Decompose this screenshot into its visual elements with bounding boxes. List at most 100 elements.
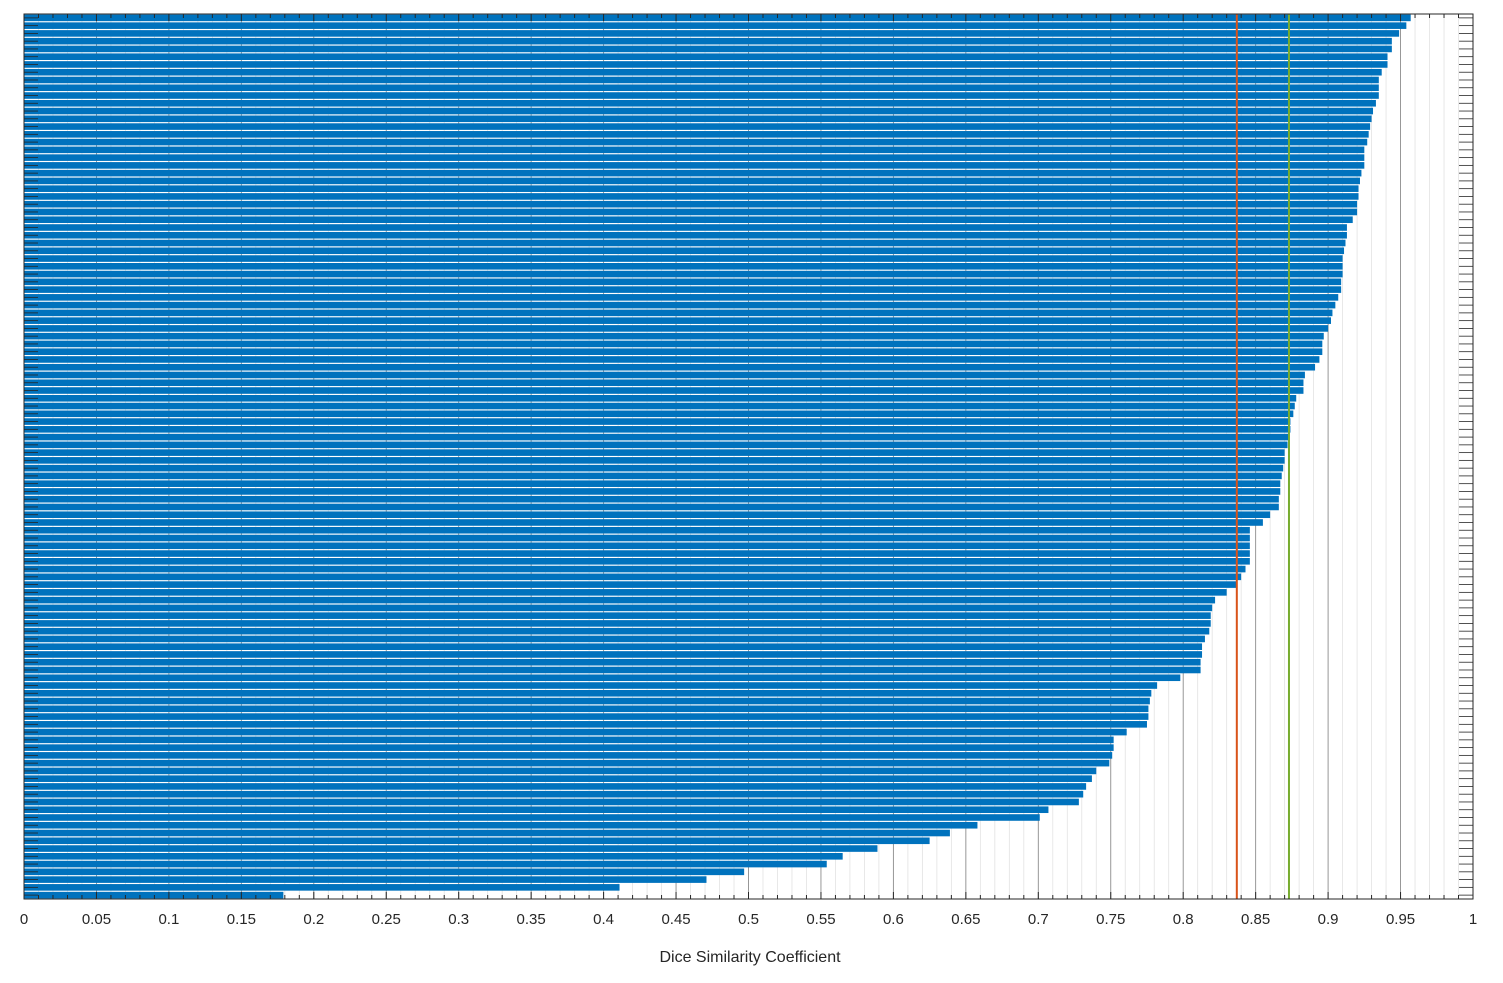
bar bbox=[24, 821, 978, 829]
bar bbox=[24, 488, 1281, 495]
bar bbox=[24, 682, 1158, 689]
bar bbox=[24, 402, 1295, 410]
bar bbox=[24, 884, 620, 891]
bar bbox=[24, 495, 1279, 503]
bar bbox=[24, 208, 1358, 216]
bar bbox=[24, 612, 1211, 619]
bar bbox=[24, 573, 1242, 581]
bar bbox=[24, 441, 1288, 449]
bar bbox=[24, 658, 1201, 666]
bar bbox=[24, 37, 1392, 45]
bar bbox=[24, 317, 1331, 324]
x-tick-label: 0.95 bbox=[1386, 911, 1415, 928]
bar bbox=[24, 30, 1400, 37]
bar bbox=[24, 635, 1205, 643]
bar bbox=[24, 728, 1127, 736]
x-tick-label: 0.75 bbox=[1096, 911, 1125, 928]
bar bbox=[24, 558, 1250, 565]
x-tick-label: 0.7 bbox=[1028, 911, 1049, 928]
bar bbox=[24, 596, 1216, 604]
bar bbox=[24, 891, 284, 899]
bar bbox=[24, 76, 1379, 84]
bar bbox=[24, 45, 1392, 53]
bar bbox=[24, 589, 1227, 596]
bar bbox=[24, 449, 1285, 456]
bar bbox=[24, 239, 1346, 247]
bar bbox=[24, 783, 1087, 790]
bar bbox=[24, 263, 1343, 270]
x-tick-label: 1 bbox=[1469, 911, 1477, 928]
bar bbox=[24, 721, 1147, 728]
bar bbox=[24, 146, 1365, 154]
bar bbox=[24, 542, 1250, 550]
bar bbox=[24, 410, 1294, 418]
x-tick-label: 0.4 bbox=[593, 911, 614, 928]
bar bbox=[24, 526, 1250, 534]
reference-lines bbox=[1235, 14, 1290, 899]
bar bbox=[24, 837, 930, 845]
bar bbox=[24, 348, 1323, 355]
grid-lines bbox=[38, 14, 1459, 899]
bar bbox=[24, 177, 1360, 185]
bar bbox=[24, 868, 745, 876]
bar bbox=[24, 294, 1339, 301]
bar bbox=[24, 627, 1210, 635]
bar bbox=[24, 99, 1376, 107]
bar bbox=[24, 247, 1345, 255]
bar bbox=[24, 61, 1388, 68]
bar bbox=[24, 666, 1201, 674]
bar bbox=[24, 123, 1371, 130]
bar bbox=[24, 332, 1324, 340]
bar bbox=[24, 22, 1407, 29]
bar bbox=[24, 92, 1379, 99]
bar bbox=[24, 138, 1368, 146]
bar bbox=[24, 387, 1304, 394]
x-tick-label: 0.2 bbox=[303, 911, 324, 928]
bar bbox=[24, 759, 1110, 767]
bar bbox=[24, 581, 1237, 588]
bar bbox=[24, 565, 1246, 573]
x-tick-label: 0 bbox=[20, 911, 28, 928]
bar bbox=[24, 371, 1305, 379]
bar bbox=[24, 860, 827, 868]
x-tick-label: 0.35 bbox=[517, 911, 546, 928]
bar bbox=[24, 798, 1079, 806]
x-tick-label: 0.45 bbox=[661, 911, 690, 928]
bar bbox=[24, 806, 1049, 814]
bar bbox=[24, 736, 1114, 744]
bar bbox=[24, 107, 1374, 115]
bar bbox=[24, 689, 1152, 697]
x-tick-label: 0.85 bbox=[1241, 911, 1270, 928]
bar bbox=[24, 356, 1320, 363]
bar bbox=[24, 216, 1353, 224]
bar bbox=[24, 604, 1213, 612]
x-tick-label: 0.1 bbox=[158, 911, 179, 928]
bar bbox=[24, 697, 1150, 705]
bar bbox=[24, 418, 1291, 425]
bar bbox=[24, 231, 1347, 239]
bar bbox=[24, 200, 1358, 208]
x-tick-label: 0.8 bbox=[1173, 911, 1194, 928]
bar bbox=[24, 550, 1250, 557]
x-tick-label: 0.15 bbox=[227, 911, 256, 928]
bar bbox=[24, 876, 707, 883]
bar bbox=[24, 363, 1316, 371]
x-tick-labels: 0 0.05 0.1 0.15 0.2 0.25 0.3 0.35 0.4 0.45 0.5 0.55… bbox=[20, 911, 1477, 928]
bar bbox=[24, 115, 1372, 123]
bar bbox=[24, 775, 1092, 782]
bar bbox=[24, 519, 1263, 526]
bar bbox=[24, 643, 1203, 650]
bar bbox=[24, 14, 1411, 22]
bar bbox=[24, 53, 1388, 60]
bar bbox=[24, 309, 1333, 317]
bar bbox=[24, 472, 1282, 480]
bar bbox=[24, 713, 1149, 720]
bar bbox=[24, 845, 878, 852]
bar bbox=[24, 394, 1297, 402]
bar bbox=[24, 744, 1114, 751]
bar bbox=[24, 340, 1323, 348]
bar bbox=[24, 790, 1084, 798]
bar bbox=[24, 169, 1362, 177]
x-tick-label: 0.3 bbox=[448, 911, 469, 928]
